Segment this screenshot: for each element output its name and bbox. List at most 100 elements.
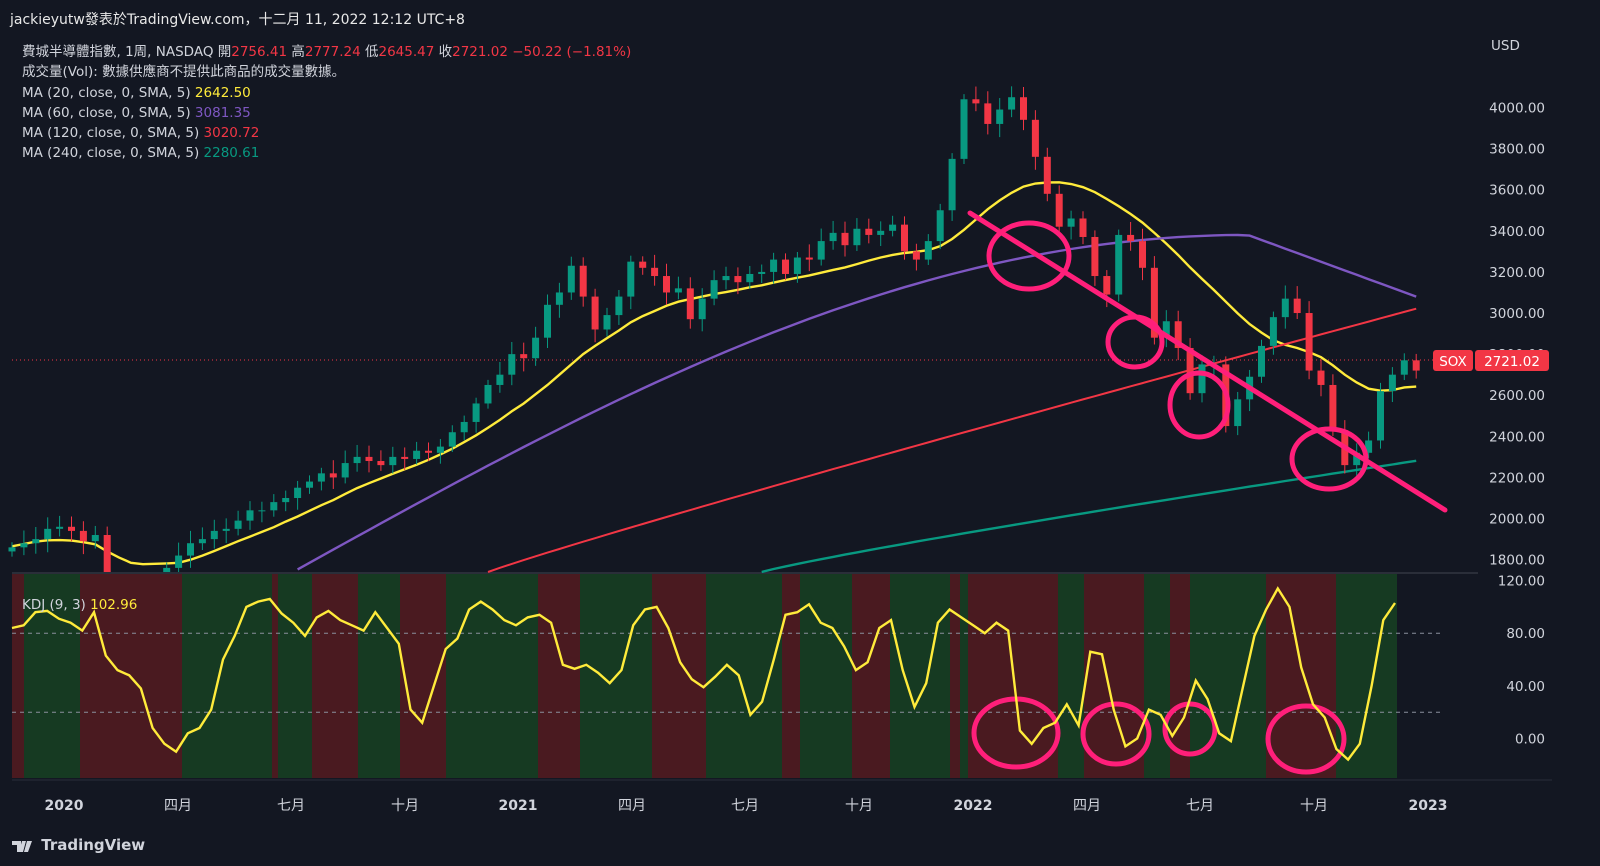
kdj-band bbox=[960, 574, 968, 778]
kdj-axis: 120.00 80.00 40.00 0.00 bbox=[1498, 574, 1545, 748]
last-price-tag: SOX 2721.02 bbox=[1433, 350, 1549, 371]
candle-body bbox=[1293, 298, 1301, 314]
kdj-band bbox=[1266, 574, 1336, 778]
kdj-band bbox=[852, 574, 890, 778]
candle-body bbox=[460, 421, 468, 433]
kdj-band bbox=[1336, 574, 1397, 778]
candle bbox=[793, 251, 801, 283]
candle-body bbox=[1127, 234, 1135, 242]
candle bbox=[306, 475, 313, 494]
ma60-row[interactable]: MA (60, close, 0, SMA, 5) 3081.35 bbox=[22, 103, 631, 123]
price-tick-label: 3400.00 bbox=[1489, 224, 1545, 240]
candle bbox=[722, 266, 730, 290]
kdj-tick-label: 80.00 bbox=[1506, 626, 1545, 642]
last-price-box bbox=[1475, 350, 1549, 371]
candle-body bbox=[912, 251, 920, 260]
candle-body bbox=[591, 296, 599, 330]
kdj-band bbox=[1058, 574, 1084, 778]
candle-body bbox=[234, 520, 242, 529]
candle-body bbox=[544, 304, 551, 338]
candle bbox=[1091, 230, 1099, 286]
candle bbox=[234, 510, 242, 536]
time-tick-label: 2020 bbox=[45, 798, 84, 814]
candle-body bbox=[770, 259, 778, 272]
chart-legend: 費城半導體指數, 1周, NASDAQ 開2756.41 高2777.24 低2… bbox=[22, 42, 631, 164]
candle-body bbox=[1067, 218, 1075, 227]
time-tick-label: 十月 bbox=[1300, 798, 1328, 814]
candle bbox=[544, 294, 551, 348]
candle bbox=[198, 527, 206, 551]
candle-body bbox=[222, 528, 230, 531]
candle bbox=[532, 326, 540, 366]
candle bbox=[1043, 147, 1051, 202]
kdj-band bbox=[652, 574, 706, 778]
ma240-row[interactable]: MA (240, close, 0, SMA, 5) 2280.61 bbox=[22, 143, 631, 163]
candle-body bbox=[329, 473, 337, 478]
tradingview-logo[interactable]: TradingView bbox=[12, 836, 145, 854]
candle-body bbox=[448, 432, 456, 447]
symbol-name[interactable]: 費城半導體指數, 1周, NASDAQ bbox=[22, 44, 214, 60]
candle bbox=[210, 519, 218, 549]
candle-body bbox=[341, 463, 349, 478]
candle-body bbox=[401, 456, 409, 459]
volume-row[interactable]: 成交量(Vol): 數據供應商不提供此商品的成交量數據。 bbox=[22, 64, 346, 81]
kdj-band bbox=[950, 574, 960, 778]
price-axis: 4000.00 3800.00 3600.00 3400.00 3200.00 3000.… bbox=[1489, 100, 1545, 568]
candle-body bbox=[270, 502, 278, 511]
currency-label[interactable]: USD bbox=[1491, 38, 1520, 54]
kdj-band bbox=[1084, 574, 1144, 778]
candle bbox=[91, 525, 99, 549]
candle bbox=[1067, 210, 1075, 240]
candle-body bbox=[1174, 321, 1182, 348]
candle-body bbox=[532, 337, 540, 359]
candle bbox=[1127, 221, 1135, 251]
candle bbox=[996, 98, 1004, 138]
candle-body bbox=[32, 539, 40, 544]
candle-body bbox=[103, 535, 111, 572]
candle-body bbox=[163, 567, 171, 572]
kdj-tick-label: 40.00 bbox=[1506, 679, 1545, 695]
candle-body bbox=[520, 354, 528, 359]
candle-body bbox=[639, 261, 647, 268]
ma20-row[interactable]: MA (20, close, 0, SMA, 5) 2642.50 bbox=[22, 83, 631, 103]
last-price-label: 2721.02 bbox=[1484, 354, 1540, 370]
candle bbox=[663, 263, 670, 305]
open-value: 2756.41 bbox=[231, 44, 288, 60]
high-value: 2777.24 bbox=[304, 44, 361, 60]
candle bbox=[329, 460, 337, 489]
candle-body bbox=[1008, 97, 1016, 110]
candle bbox=[912, 243, 920, 271]
candle bbox=[1353, 443, 1361, 477]
candle-body bbox=[841, 232, 849, 246]
chart-attribution: jackieyutw發表於TradingView.com，十二月 11, 202… bbox=[10, 12, 465, 28]
kdj-band bbox=[272, 574, 278, 778]
candle bbox=[1031, 110, 1039, 170]
price-tick-label: 3200.00 bbox=[1489, 265, 1545, 281]
tradingview-icon bbox=[12, 840, 32, 852]
low-label: 低 bbox=[365, 44, 379, 60]
candle bbox=[972, 86, 980, 112]
candle bbox=[436, 439, 444, 464]
candle bbox=[1269, 311, 1277, 355]
candle-body bbox=[472, 403, 480, 422]
change-value: −50.22 (−1.81%) bbox=[512, 44, 632, 60]
candle-body bbox=[1186, 347, 1194, 394]
kdj-legend[interactable]: KDJ (9, 3) 102.96 bbox=[22, 597, 137, 613]
candle bbox=[567, 256, 575, 300]
candle bbox=[901, 216, 908, 260]
candle-body bbox=[317, 473, 325, 482]
candle-body bbox=[198, 539, 206, 544]
candle-body bbox=[79, 530, 87, 542]
highlight-circle bbox=[1167, 370, 1231, 440]
price-tick-label: 4000.00 bbox=[1489, 100, 1545, 116]
candle-body bbox=[8, 547, 16, 552]
candle bbox=[924, 234, 932, 265]
candle-body bbox=[353, 456, 361, 464]
candle-body bbox=[829, 232, 837, 242]
candle-body bbox=[377, 461, 385, 466]
candle-body bbox=[484, 384, 492, 404]
candle bbox=[817, 228, 825, 266]
ma120-row[interactable]: MA (120, close, 0, SMA, 5) 3020.72 bbox=[22, 123, 631, 143]
candle bbox=[1008, 86, 1016, 118]
